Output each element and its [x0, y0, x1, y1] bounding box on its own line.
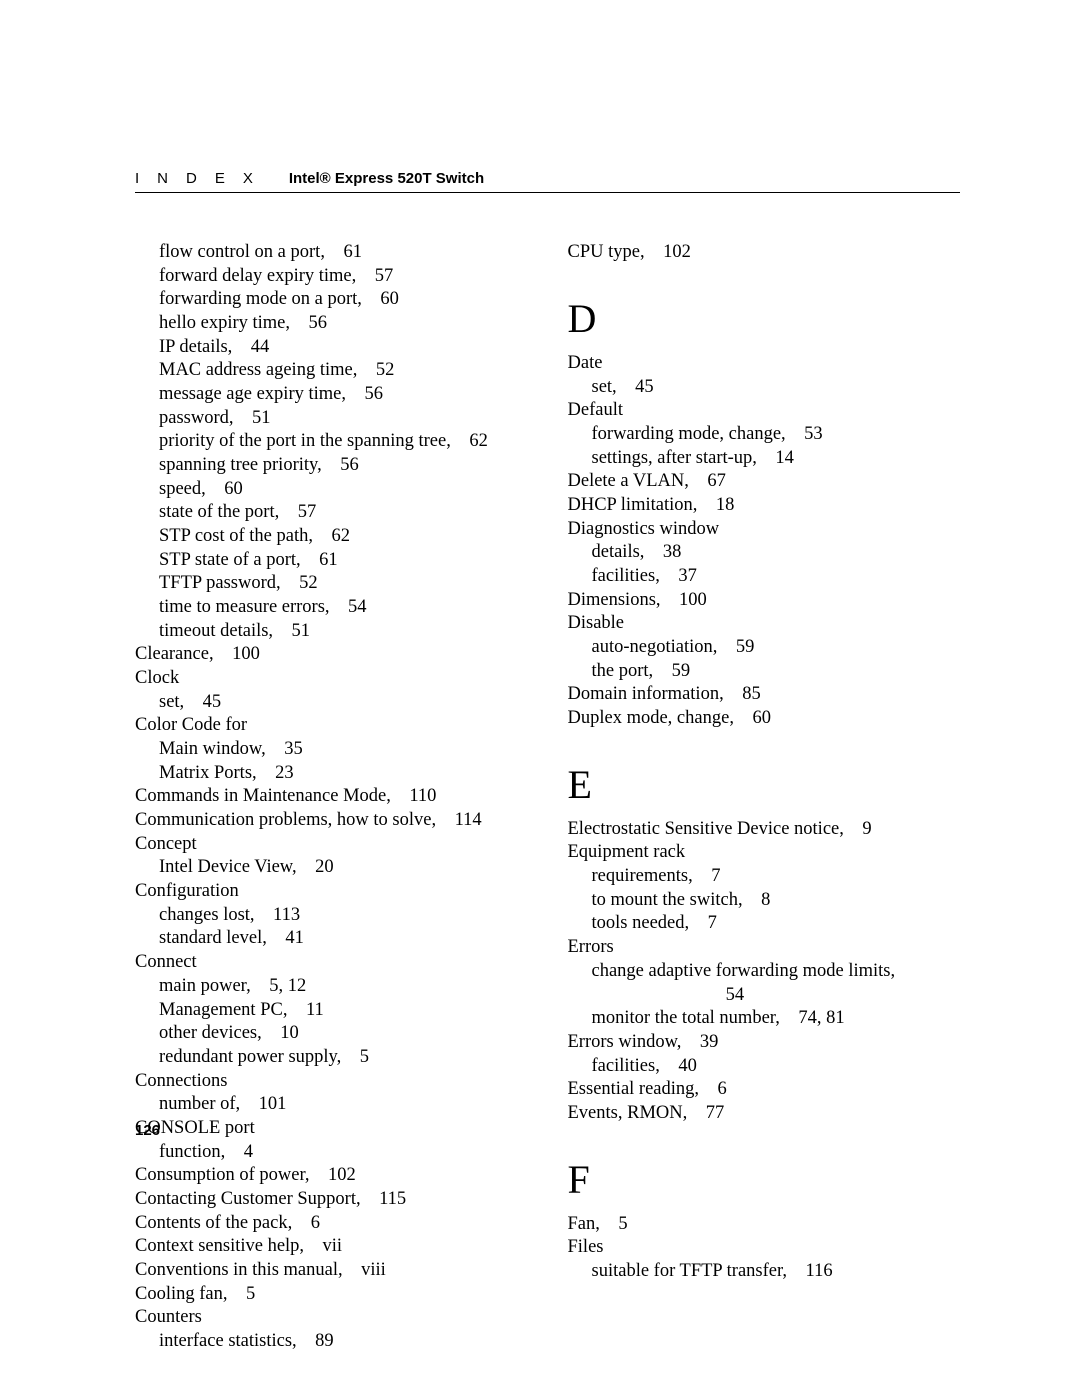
index-entry: Contents of the pack, 6 [135, 1212, 528, 1236]
index-entry: Duplex mode, change, 60 [568, 707, 961, 731]
index-entry: change adaptive forwarding mode limits, [568, 960, 961, 984]
index-entry: Errors window, 39 [568, 1031, 961, 1055]
index-entry: Context sensitive help, vii [135, 1235, 528, 1259]
index-entry: Clearance, 100 [135, 643, 528, 667]
index-entry: interface statistics, 89 [135, 1330, 528, 1354]
index-entry: time to measure errors, 54 [135, 596, 528, 620]
index-entry: Events, RMON, 77 [568, 1102, 961, 1126]
left-column: flow control on a port, 61forward delay … [135, 241, 528, 1354]
index-entry: message age expiry time, 56 [135, 383, 528, 407]
section-letter: F [568, 1154, 961, 1205]
index-entry: Essential reading, 6 [568, 1078, 961, 1102]
index-entry: Equipment rack [568, 841, 961, 865]
index-entry: MAC address ageing time, 52 [135, 359, 528, 383]
index-entry: speed, 60 [135, 478, 528, 502]
index-entry: TFTP password, 52 [135, 572, 528, 596]
index-entry: forwarding mode, change, 53 [568, 423, 961, 447]
index-entry: flow control on a port, 61 [135, 241, 528, 265]
index-entry: Consumption of power, 102 [135, 1164, 528, 1188]
index-entry: redundant power supply, 5 [135, 1046, 528, 1070]
right-column: CPU type, 102 D Dateset, 45Defaultforwardi… [568, 241, 961, 1354]
index-entry: forwarding mode on a port, 60 [135, 288, 528, 312]
index-entry: number of, 101 [135, 1093, 528, 1117]
section-letter: D [568, 293, 961, 344]
index-page: INDEX Intel® Express 520T Switch flow con… [0, 0, 1080, 1354]
index-entry: suitable for TFTP transfer, 116 [568, 1260, 961, 1284]
index-entry: tools needed, 7 [568, 912, 961, 936]
index-entry: Main window, 35 [135, 738, 528, 762]
index-entry: Files [568, 1236, 961, 1260]
index-entry: Fan, 5 [568, 1213, 961, 1237]
index-entry: STP cost of the path, 62 [135, 525, 528, 549]
index-entry: Conventions in this manual, viii [135, 1259, 528, 1283]
index-entry: Concept [135, 833, 528, 857]
index-entry: hello expiry time, 56 [135, 312, 528, 336]
index-entry: Communication problems, how to solve, 11… [135, 809, 528, 833]
index-entry: Errors [568, 936, 961, 960]
index-entry: STP state of a port, 61 [135, 549, 528, 573]
index-entry: password, 51 [135, 407, 528, 431]
index-entry: Domain information, 85 [568, 683, 961, 707]
index-entry: Clock [135, 667, 528, 691]
index-entry: changes lost, 113 [135, 904, 528, 928]
index-entry: Electrostatic Sensitive Device notice, 9 [568, 818, 961, 842]
header-title: Intel® Express 520T Switch [289, 170, 484, 187]
index-entry: Color Code for [135, 714, 528, 738]
index-entry: forward delay expiry time, 57 [135, 265, 528, 289]
index-entry: Disable [568, 612, 961, 636]
index-entry: the port, 59 [568, 660, 961, 684]
index-entry: details, 38 [568, 541, 961, 565]
index-entry: Counters [135, 1306, 528, 1330]
index-entry: monitor the total number, 74, 81 [568, 1007, 961, 1031]
index-entry: Commands in Maintenance Mode, 110 [135, 785, 528, 809]
page-header: INDEX Intel® Express 520T Switch [135, 170, 960, 193]
index-entry: set, 45 [568, 376, 961, 400]
index-entry: Management PC, 11 [135, 999, 528, 1023]
index-entry: Matrix Ports, 23 [135, 762, 528, 786]
index-columns: flow control on a port, 61forward delay … [135, 241, 960, 1354]
index-entry: facilities, 37 [568, 565, 961, 589]
index-entry: facilities, 40 [568, 1055, 961, 1079]
index-entry: timeout details, 51 [135, 620, 528, 644]
index-entry: CONSOLE port [135, 1117, 528, 1141]
index-entry: state of the port, 57 [135, 501, 528, 525]
index-entry: set, 45 [135, 691, 528, 715]
index-entry: Dimensions, 100 [568, 589, 961, 613]
index-entry: Default [568, 399, 961, 423]
index-entry: spanning tree priority, 56 [135, 454, 528, 478]
index-entry: auto-negotiation, 59 [568, 636, 961, 660]
header-section: INDEX [135, 170, 271, 187]
index-entry: other devices, 10 [135, 1022, 528, 1046]
index-entry: Connections [135, 1070, 528, 1094]
index-entry: main power, 5, 12 [135, 975, 528, 999]
index-entry: Connect [135, 951, 528, 975]
index-entry: Contacting Customer Support, 115 [135, 1188, 528, 1212]
index-entry: Cooling fan, 5 [135, 1283, 528, 1307]
section-letter: E [568, 759, 961, 810]
index-entry: IP details, 44 [135, 336, 528, 360]
index-entry: Diagnostics window [568, 518, 961, 542]
index-entry: standard level, 41 [135, 927, 528, 951]
index-entry: Date [568, 352, 961, 376]
index-entry: Intel Device View, 20 [135, 856, 528, 880]
index-entry: 54 [568, 984, 961, 1008]
index-entry: priority of the port in the spanning tre… [135, 430, 528, 454]
index-entry: requirements, 7 [568, 865, 961, 889]
index-entry: Configuration [135, 880, 528, 904]
index-entry: function, 4 [135, 1141, 528, 1165]
index-entry: Delete a VLAN, 67 [568, 470, 961, 494]
index-entry: to mount the switch, 8 [568, 889, 961, 913]
page-number: 126 [135, 1122, 160, 1139]
index-entry: settings, after start-up, 14 [568, 447, 961, 471]
index-entry: CPU type, 102 [568, 241, 961, 265]
index-entry: DHCP limitation, 18 [568, 494, 961, 518]
